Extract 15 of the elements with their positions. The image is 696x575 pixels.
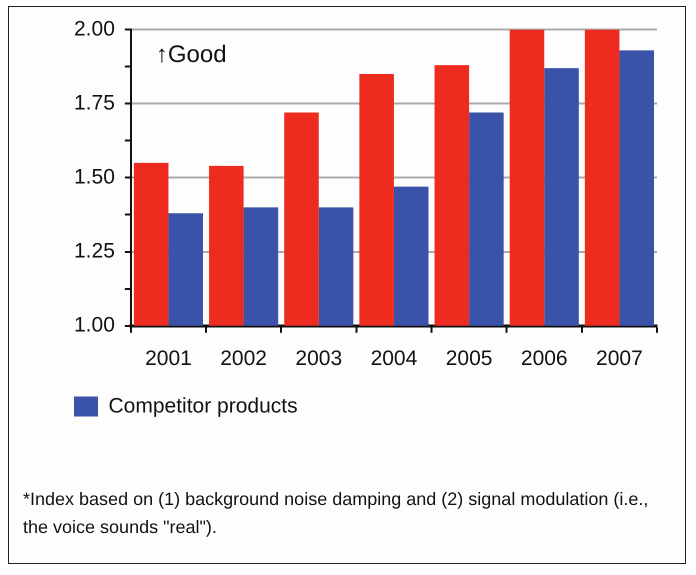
x-tick-label: 2003 — [295, 347, 342, 370]
text: *Index based on (1) background noise damping and (2) signal modulation (i.e., the voice sounds "real"). — [23, 488, 650, 539]
legend-label: Competitor products — [108, 394, 298, 418]
x-tick-label: 2002 — [220, 347, 267, 370]
y-tick-label: 1.25 — [74, 240, 115, 263]
y-tick-label: 2.00 — [74, 17, 115, 40]
x-tick-label: 2005 — [446, 347, 492, 370]
x-tick-label: 2007 — [596, 347, 643, 370]
text: 1.00 — [74, 314, 115, 337]
y-tick-label: 1.50 — [74, 165, 115, 188]
y-tick-label: 1.75 — [74, 91, 115, 114]
annotation: ↑Good — [156, 41, 227, 68]
x-tick-label: 2001 — [145, 347, 192, 370]
x-tick-label: 2004 — [370, 347, 418, 370]
x-tick-label: 2006 — [520, 347, 568, 370]
